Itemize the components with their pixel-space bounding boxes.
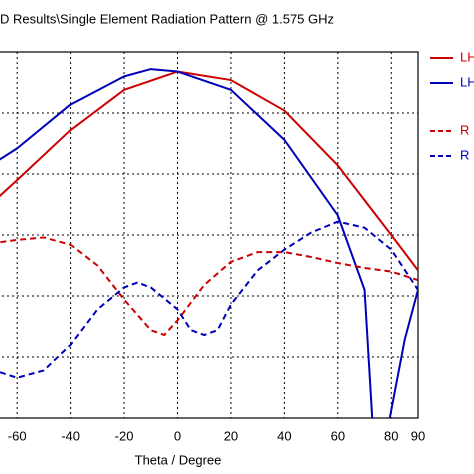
x-tick-label: -40	[61, 428, 80, 443]
legend-label: LH	[460, 49, 474, 64]
legend-label: R	[460, 147, 469, 162]
grid: -60 -40 -20 0 20 40 60 80 90	[0, 51, 425, 443]
plot-area	[0, 68, 418, 418]
legend-label: LH	[460, 74, 474, 89]
series-line	[0, 236, 418, 337]
legend: LH LH RR	[430, 49, 474, 162]
x-tick-label: -60	[8, 428, 27, 443]
x-tick-label: -20	[115, 428, 134, 443]
x-tick-label: 80	[384, 428, 398, 443]
legend-label: R	[460, 122, 469, 137]
chart-title: D Results\Single Element Radiation Patte…	[0, 11, 334, 26]
series-line	[0, 220, 418, 379]
series-line	[0, 70, 418, 271]
series-line	[0, 68, 418, 418]
x-tick-label: 60	[331, 428, 345, 443]
x-axis-label: Theta / Degree	[135, 452, 222, 467]
plot-frame	[0, 51, 419, 419]
x-tick-label: 0	[174, 428, 181, 443]
x-tick-label: 40	[277, 428, 291, 443]
x-tick-label: 20	[224, 428, 238, 443]
x-tick-label: 90	[411, 428, 425, 443]
